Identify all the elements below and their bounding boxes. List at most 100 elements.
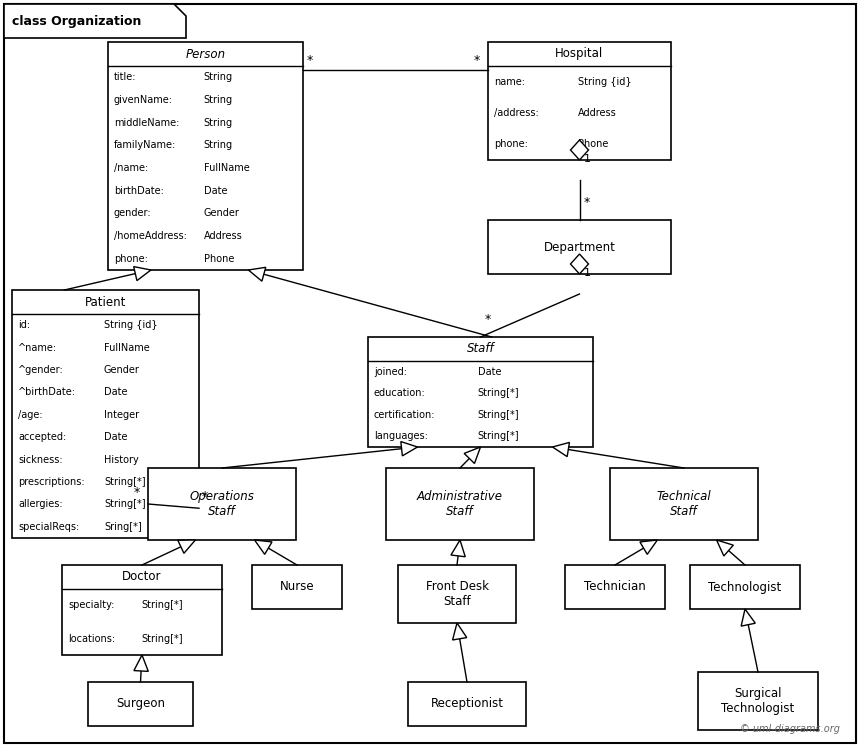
Polygon shape: [464, 447, 481, 463]
Polygon shape: [552, 442, 569, 456]
Text: phone:: phone:: [114, 254, 148, 264]
Text: languages:: languages:: [374, 431, 428, 441]
Text: 1: 1: [583, 154, 591, 164]
Text: Nurse: Nurse: [280, 580, 314, 594]
Text: 1: 1: [583, 268, 591, 278]
Polygon shape: [178, 540, 195, 554]
Text: specialty:: specialty:: [68, 601, 114, 610]
Text: /age:: /age:: [18, 410, 43, 420]
Bar: [368, 337, 593, 447]
Text: String {id}: String {id}: [578, 77, 631, 87]
Bar: [148, 468, 296, 540]
Text: /address:: /address:: [494, 108, 538, 118]
Text: *: *: [134, 486, 140, 499]
Polygon shape: [451, 540, 465, 557]
Bar: [698, 672, 818, 730]
Text: *: *: [307, 54, 313, 67]
Polygon shape: [452, 623, 467, 640]
Bar: [398, 565, 516, 623]
Text: Front Desk
Staff: Front Desk Staff: [426, 580, 488, 608]
Text: education:: education:: [374, 388, 426, 398]
Bar: [610, 468, 758, 540]
Text: FullName: FullName: [104, 343, 150, 353]
Polygon shape: [741, 609, 755, 626]
Text: Technician: Technician: [584, 580, 646, 594]
Polygon shape: [249, 267, 266, 281]
Bar: [408, 682, 526, 726]
Text: Date: Date: [478, 367, 501, 376]
Text: familyName:: familyName:: [114, 140, 176, 150]
Bar: [88, 682, 193, 726]
Polygon shape: [134, 655, 148, 672]
Polygon shape: [716, 540, 734, 556]
Text: String[*]: String[*]: [141, 633, 183, 643]
Text: Surgeon: Surgeon: [116, 698, 165, 710]
Text: ^birthDate:: ^birthDate:: [18, 388, 76, 397]
Text: FullName: FullName: [204, 163, 249, 173]
Polygon shape: [4, 4, 186, 38]
Text: Integer: Integer: [104, 410, 139, 420]
Text: Surgical
Technologist: Surgical Technologist: [722, 687, 795, 715]
Text: prescriptions:: prescriptions:: [18, 477, 84, 487]
Text: String[*]: String[*]: [478, 410, 519, 420]
Text: /name:: /name:: [114, 163, 148, 173]
Bar: [252, 565, 342, 609]
Text: Administrative
Staff: Administrative Staff: [417, 490, 503, 518]
Polygon shape: [570, 254, 588, 274]
Polygon shape: [570, 140, 588, 160]
Text: Date: Date: [104, 433, 127, 442]
Text: phone:: phone:: [494, 140, 528, 149]
Text: Staff: Staff: [467, 343, 494, 356]
Text: *: *: [583, 196, 590, 209]
Text: sickness:: sickness:: [18, 455, 63, 465]
Text: String: String: [204, 72, 233, 82]
Polygon shape: [133, 267, 150, 281]
Bar: [565, 565, 665, 609]
Text: String: String: [204, 140, 233, 150]
Text: Phone: Phone: [204, 254, 234, 264]
Text: locations:: locations:: [68, 633, 115, 643]
Text: History: History: [104, 455, 138, 465]
Text: class Organization: class Organization: [12, 14, 141, 28]
Text: String {id}: String {id}: [104, 320, 157, 330]
Bar: [108, 42, 303, 270]
Text: Sring[*]: Sring[*]: [104, 522, 142, 532]
Text: String: String: [204, 95, 233, 105]
Bar: [386, 468, 534, 540]
Text: gender:: gender:: [114, 208, 151, 218]
Text: String[*]: String[*]: [104, 500, 145, 509]
Text: joined:: joined:: [374, 367, 407, 376]
Text: © uml-diagrams.org: © uml-diagrams.org: [740, 724, 840, 734]
Text: id:: id:: [18, 320, 30, 330]
Text: Doctor: Doctor: [122, 571, 162, 583]
Bar: [488, 42, 671, 160]
Text: birthDate:: birthDate:: [114, 186, 164, 196]
Text: ^gender:: ^gender:: [18, 365, 64, 375]
Text: specialReqs:: specialReqs:: [18, 522, 79, 532]
Text: /homeAddress:: /homeAddress:: [114, 231, 187, 241]
Text: String[*]: String[*]: [478, 431, 519, 441]
Text: ^name:: ^name:: [18, 343, 57, 353]
Text: Technical
Staff: Technical Staff: [657, 490, 711, 518]
Text: Operations
Staff: Operations Staff: [189, 490, 255, 518]
Text: Gender: Gender: [204, 208, 240, 218]
Text: title:: title:: [114, 72, 137, 82]
Text: certification:: certification:: [374, 410, 435, 420]
Polygon shape: [255, 540, 272, 554]
Text: Date: Date: [104, 388, 127, 397]
Text: Person: Person: [186, 48, 225, 61]
Polygon shape: [640, 540, 657, 554]
Text: name:: name:: [494, 77, 525, 87]
Text: Gender: Gender: [104, 365, 140, 375]
Text: Receptionist: Receptionist: [431, 698, 503, 710]
Text: givenName:: givenName:: [114, 95, 173, 105]
Text: allergies:: allergies:: [18, 500, 63, 509]
Text: *: *: [484, 313, 491, 326]
Text: *: *: [474, 54, 480, 67]
Text: Address: Address: [578, 108, 617, 118]
Text: Department: Department: [544, 241, 616, 253]
Text: Phone: Phone: [578, 140, 608, 149]
Bar: [488, 220, 671, 274]
Text: Date: Date: [204, 186, 227, 196]
Text: *: *: [202, 490, 208, 503]
